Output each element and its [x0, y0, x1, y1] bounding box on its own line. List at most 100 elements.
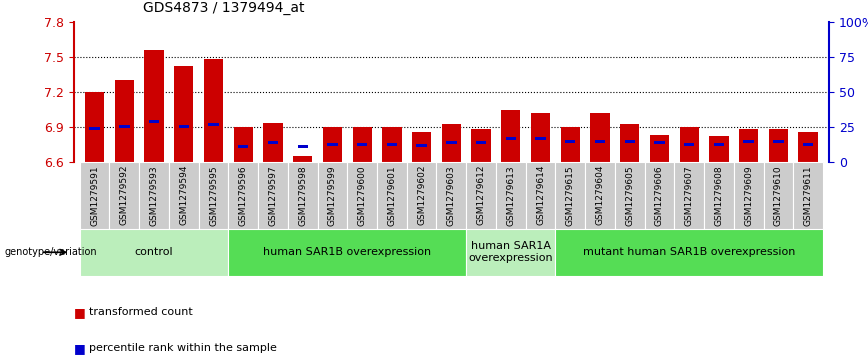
Text: GSM1279594: GSM1279594: [180, 165, 188, 225]
Bar: [446, 142, 457, 144]
Bar: [595, 140, 605, 143]
Bar: [590, 113, 609, 162]
Bar: [233, 127, 253, 162]
Bar: [496, 162, 526, 229]
Text: ■: ■: [74, 342, 86, 355]
Text: GSM1279607: GSM1279607: [685, 165, 694, 225]
Text: GSM1279601: GSM1279601: [387, 165, 397, 225]
Bar: [85, 91, 104, 162]
Bar: [556, 229, 823, 276]
Bar: [733, 162, 764, 229]
Text: human SAR1A
overexpression: human SAR1A overexpression: [469, 241, 553, 263]
Bar: [357, 143, 367, 146]
Bar: [654, 142, 665, 144]
Bar: [144, 50, 164, 162]
Bar: [803, 143, 813, 146]
Bar: [713, 143, 724, 146]
Text: GSM1279610: GSM1279610: [774, 165, 783, 225]
Bar: [709, 136, 728, 162]
Text: GSM1279603: GSM1279603: [447, 165, 456, 225]
Bar: [650, 135, 669, 162]
Bar: [377, 162, 407, 229]
Text: GSM1279614: GSM1279614: [536, 165, 545, 225]
Text: GSM1279596: GSM1279596: [239, 165, 247, 225]
Bar: [466, 229, 556, 276]
Bar: [347, 162, 377, 229]
Bar: [437, 162, 466, 229]
Bar: [148, 121, 159, 123]
Bar: [89, 127, 100, 130]
Bar: [382, 127, 402, 162]
Bar: [293, 156, 312, 162]
Text: GSM1279612: GSM1279612: [477, 165, 485, 225]
Bar: [323, 127, 342, 162]
Bar: [793, 162, 823, 229]
Bar: [80, 162, 109, 229]
Bar: [119, 125, 129, 128]
Text: GSM1279600: GSM1279600: [358, 165, 366, 225]
Bar: [442, 124, 461, 162]
Bar: [174, 66, 194, 162]
Bar: [267, 142, 278, 144]
Bar: [109, 162, 139, 229]
Text: GSM1279604: GSM1279604: [595, 165, 604, 225]
Text: GSM1279605: GSM1279605: [625, 165, 635, 225]
Text: GSM1279608: GSM1279608: [714, 165, 723, 225]
Text: genotype/variation: genotype/variation: [4, 247, 97, 257]
Bar: [526, 162, 556, 229]
Bar: [80, 229, 228, 276]
Bar: [179, 125, 189, 128]
Text: GSM1279591: GSM1279591: [90, 165, 99, 225]
Bar: [739, 129, 759, 162]
Bar: [744, 140, 754, 143]
Bar: [531, 113, 550, 162]
Bar: [680, 127, 699, 162]
Bar: [412, 132, 431, 162]
Bar: [417, 144, 427, 147]
Text: transformed count: transformed count: [89, 307, 194, 317]
Bar: [561, 127, 580, 162]
Bar: [625, 140, 635, 143]
Bar: [169, 162, 199, 229]
Text: GSM1279593: GSM1279593: [149, 165, 159, 225]
Bar: [565, 140, 575, 143]
Text: GSM1279609: GSM1279609: [744, 165, 753, 225]
Bar: [799, 132, 818, 162]
Text: percentile rank within the sample: percentile rank within the sample: [89, 343, 277, 354]
Bar: [204, 59, 223, 162]
Text: mutant human SAR1B overexpression: mutant human SAR1B overexpression: [583, 247, 795, 257]
Bar: [764, 162, 793, 229]
Text: ■: ■: [74, 306, 86, 319]
Text: GDS4873 / 1379494_at: GDS4873 / 1379494_at: [143, 0, 305, 15]
Bar: [620, 124, 640, 162]
Bar: [208, 123, 219, 126]
Bar: [536, 137, 546, 140]
Bar: [501, 110, 521, 162]
Bar: [263, 123, 283, 162]
Bar: [556, 162, 585, 229]
Bar: [228, 162, 258, 229]
Text: control: control: [135, 247, 174, 257]
Bar: [769, 129, 788, 162]
Text: GSM1279592: GSM1279592: [120, 165, 128, 225]
Text: GSM1279613: GSM1279613: [506, 165, 516, 225]
Bar: [238, 145, 248, 148]
Bar: [615, 162, 645, 229]
Text: GSM1279611: GSM1279611: [804, 165, 812, 225]
Bar: [258, 162, 288, 229]
Bar: [327, 143, 338, 146]
Bar: [228, 229, 466, 276]
Text: GSM1279599: GSM1279599: [328, 165, 337, 225]
Bar: [471, 129, 490, 162]
Text: GSM1279606: GSM1279606: [655, 165, 664, 225]
Bar: [476, 142, 486, 144]
Bar: [199, 162, 228, 229]
Bar: [407, 162, 437, 229]
Bar: [352, 127, 372, 162]
Text: GSM1279597: GSM1279597: [268, 165, 278, 225]
Text: human SAR1B overexpression: human SAR1B overexpression: [263, 247, 431, 257]
Bar: [684, 143, 694, 146]
Text: GSM1279595: GSM1279595: [209, 165, 218, 225]
Bar: [115, 80, 134, 162]
Bar: [506, 137, 516, 140]
